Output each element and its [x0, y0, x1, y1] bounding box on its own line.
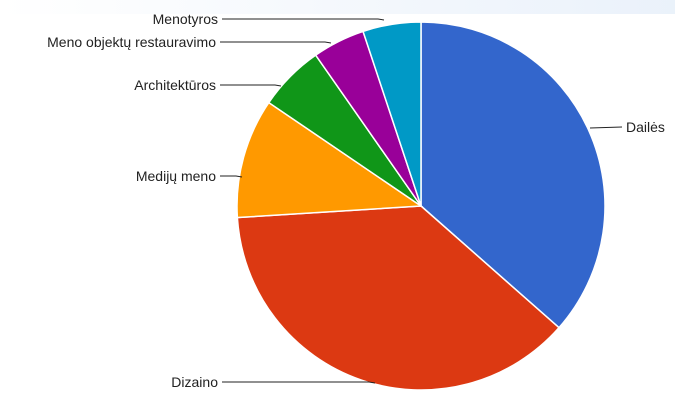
pie-slice-1[interactable] [420, 21, 606, 329]
slice-label-4: Architektūros [134, 77, 216, 93]
leader-line-2 [222, 381, 376, 384]
leader-line-4 [220, 84, 282, 87]
pie-labels: Dailės Dizaino Medijų meno Architektūros Men… [47, 11, 665, 390]
pie-slice-3[interactable] [236, 101, 424, 219]
slice-label-3: Medijų meno [136, 168, 216, 184]
leader-line-5 [220, 41, 332, 44]
slice-label-6: Menotyros [153, 11, 218, 27]
leader-line-6 [222, 18, 385, 21]
pie-slice-2[interactable] [236, 205, 561, 391]
slice-label-5: Meno objektų restauravimo [47, 34, 216, 50]
leader-line-3 [220, 175, 243, 178]
slice-label-2: Dizaino [171, 374, 218, 390]
pie-slices [236, 21, 606, 391]
window-edge-fade [0, 0, 675, 14]
pie-slice-6[interactable] [362, 21, 422, 207]
slice-label-1: Dailės [626, 119, 665, 135]
leader-line-1 [589, 126, 623, 129]
